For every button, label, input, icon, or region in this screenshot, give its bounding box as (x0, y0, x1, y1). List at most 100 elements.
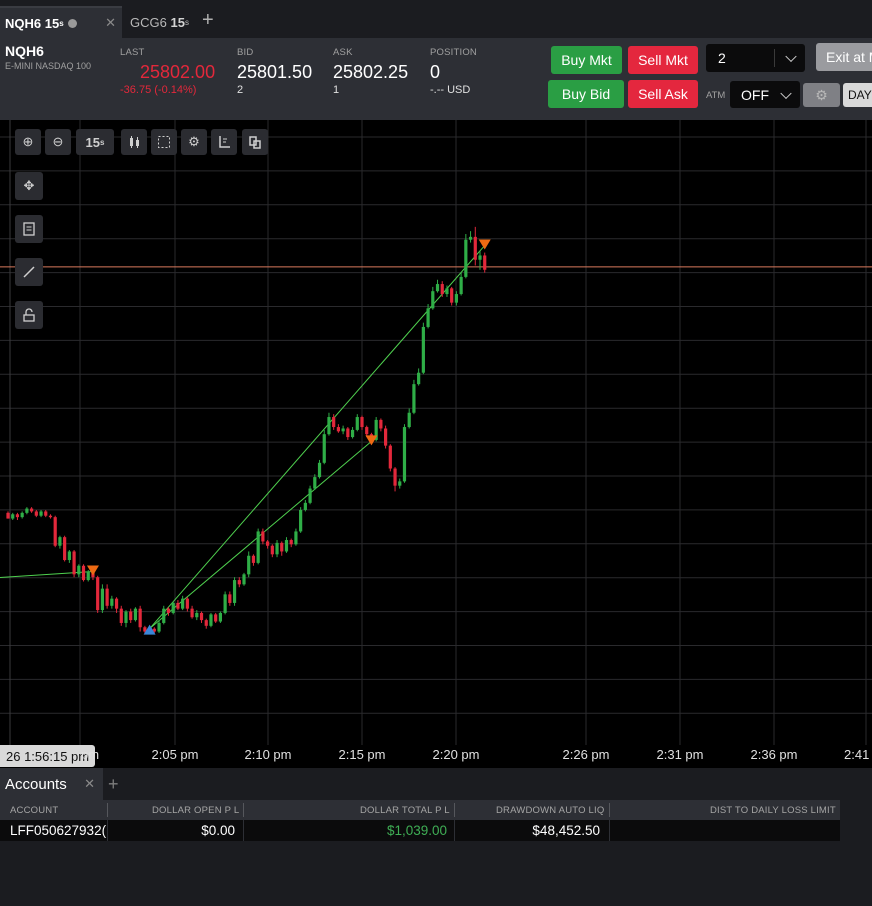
add-tab-icon[interactable]: + (202, 9, 214, 31)
chart-canvas[interactable] (0, 120, 872, 768)
candle-body (20, 512, 24, 518)
order-ticket-icon[interactable] (15, 215, 43, 243)
atm-select[interactable]: OFF (730, 81, 800, 108)
column-divider[interactable] (243, 803, 244, 817)
tab-symbol: NQH6 (5, 15, 42, 31)
candle-body (105, 588, 109, 606)
candle-body (421, 326, 425, 373)
crosshair-icon[interactable]: ✥ (15, 172, 43, 200)
candle-body (355, 417, 359, 430)
candle-body (176, 602, 180, 609)
candle-body (129, 611, 133, 621)
candles-glyph (130, 136, 139, 148)
chevron-down-icon (785, 50, 797, 63)
candle-body (332, 417, 336, 428)
candle-body (133, 608, 138, 621)
zoom-out-icon[interactable]: ⊖ (45, 129, 71, 155)
select-area-icon[interactable] (151, 129, 177, 155)
candle-body (237, 580, 241, 585)
candle-body (275, 542, 279, 555)
price-chart[interactable]: ⊕ ⊖ 15 s ⚙ ✥ 26 1:56:15 pm pm 2:05 pm 2:10 … (0, 120, 872, 768)
candle-body (48, 515, 53, 518)
candle-body (398, 481, 402, 486)
candle-body (96, 577, 100, 611)
candle-body (157, 622, 161, 632)
buy-market-button[interactable]: Buy Mkt (551, 46, 622, 74)
candle-body (412, 384, 416, 413)
candle-body (162, 608, 166, 623)
close-tab-icon[interactable]: ✕ (84, 776, 95, 791)
trade-link-line (149, 440, 372, 630)
candle-body (483, 255, 487, 270)
sell-fill-marker (365, 435, 378, 446)
position-label: POSITION (430, 47, 477, 58)
candle-body (374, 419, 378, 440)
candle-body (388, 445, 392, 469)
candle-body (280, 542, 284, 552)
column-header[interactable]: DOLLAR TOTAL P L (360, 805, 450, 816)
candle-body (114, 598, 119, 609)
candle-body (266, 541, 270, 546)
candle-body (143, 627, 147, 632)
candle-body (53, 517, 57, 546)
column-divider[interactable] (107, 803, 108, 817)
quantity-select[interactable]: 2 (706, 44, 805, 72)
candle-body (360, 417, 364, 428)
candle-body (407, 412, 411, 428)
candle-body (454, 294, 458, 303)
column-divider[interactable] (609, 803, 610, 817)
document-glyph (23, 222, 35, 236)
interval-button[interactable]: 15 s (76, 129, 114, 155)
quantity-value: 2 (718, 50, 726, 66)
layout-glyph (249, 136, 261, 149)
add-tab-icon[interactable]: + (108, 774, 119, 794)
x-tick-label: 2:20 pm (432, 747, 480, 762)
close-tab-icon[interactable]: ✕ (105, 15, 116, 30)
candle-body (190, 608, 194, 618)
exit-at-market-button[interactable]: Exit at M (816, 43, 872, 71)
candle-body (417, 372, 421, 385)
column-header[interactable]: DOLLAR OPEN P L (152, 805, 240, 816)
candle-body (317, 462, 322, 478)
divider (774, 49, 775, 67)
candle-body (242, 574, 246, 585)
zoom-in-icon[interactable]: ⊕ (15, 129, 41, 155)
settings-icon[interactable]: ⚙ (181, 129, 207, 155)
candle-body (256, 531, 260, 563)
draw-line-icon[interactable] (15, 258, 43, 286)
sell-ask-button[interactable]: Sell Ask (628, 80, 698, 108)
atm-settings-button[interactable]: ⚙ (803, 83, 840, 107)
last-label: LAST (120, 47, 145, 58)
buy-bid-button[interactable]: Buy Bid (548, 80, 624, 108)
column-header[interactable]: DIST TO DAILY LOSS LIMIT (710, 805, 836, 816)
layout-icon[interactable] (242, 129, 268, 155)
candle-body (72, 551, 76, 575)
candle-body (214, 614, 218, 622)
candle-body (63, 537, 67, 561)
candle-body (393, 468, 397, 486)
candle-body (199, 612, 204, 621)
chart-type-icon[interactable] (121, 129, 147, 155)
candle-body (299, 509, 303, 532)
candle-body (218, 612, 222, 622)
tab-accounts[interactable]: Accounts ✕ (0, 768, 103, 800)
quote-header: NQH6 E-MINI NASDAQ 100 LAST 25802.00 -36… (0, 38, 872, 120)
candle-body (402, 427, 407, 482)
candle-body (346, 428, 350, 438)
tab-gcg6[interactable]: GCG6 15 s (130, 6, 189, 38)
column-divider[interactable] (454, 803, 455, 817)
candle-body (124, 611, 128, 623)
candle-body (138, 608, 142, 628)
axis-icon[interactable] (211, 129, 237, 155)
time-in-force-select[interactable]: DAY (843, 83, 872, 107)
cell-divider (243, 820, 244, 841)
column-header[interactable]: DRAWDOWN AUTO LIQ (496, 805, 605, 816)
table-row[interactable]: LFF050627932( $0.00 $1,039.00 $48,452.50 (0, 820, 840, 841)
candle-body (464, 239, 468, 277)
unlock-icon[interactable] (15, 301, 43, 329)
tab-nqh6[interactable]: NQH6 15 s ✕ (0, 6, 122, 38)
sell-market-button[interactable]: Sell Mkt (628, 46, 698, 74)
column-header[interactable]: ACCOUNT (10, 805, 59, 816)
padlock-glyph (23, 308, 35, 322)
tab-symbol: GCG6 (130, 14, 167, 30)
